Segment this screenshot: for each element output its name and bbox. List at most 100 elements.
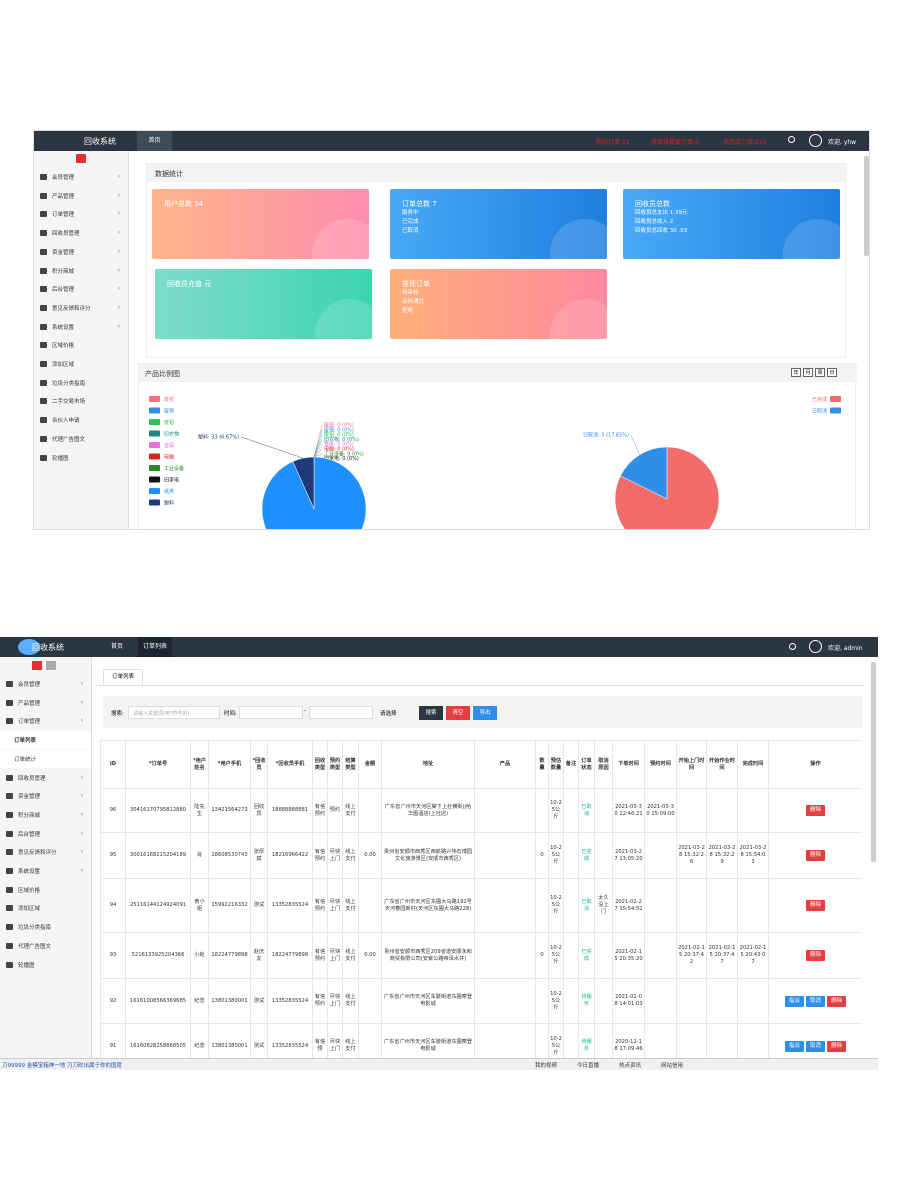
menu-item[interactable]: 积分商城 ›	[34, 262, 128, 280]
menu-item[interactable]: 区域价格	[0, 881, 91, 899]
action-button[interactable]: 删除	[827, 1040, 847, 1052]
period-button[interactable]: 年	[791, 368, 801, 377]
table-cell	[358, 1023, 382, 1058]
card-line: 回收员总收入 2	[635, 219, 674, 225]
menu-icon	[6, 905, 13, 912]
menu-item[interactable]: 轮播图	[0, 956, 91, 974]
table-cell	[563, 788, 579, 833]
status-link[interactable]: 热点资讯	[619, 1063, 642, 1069]
table-cell	[358, 878, 382, 933]
nav-item[interactable]: 首页	[137, 131, 172, 151]
table-cell	[563, 978, 579, 1024]
search-button[interactable]: 清空	[446, 706, 470, 720]
menu-item[interactable]: 添加区域	[0, 899, 91, 917]
period-button[interactable]: 月	[803, 368, 813, 377]
menu-label: 轮播图	[18, 962, 35, 969]
legend-label: 旧衣物	[164, 431, 179, 438]
submenu-item[interactable]: 订单统计	[0, 749, 91, 768]
submenu-item[interactable]: 订单列表	[0, 731, 91, 750]
welcome[interactable]: 欢迎, yhw	[828, 139, 857, 146]
menu-item[interactable]: 订单管理 ›	[0, 712, 91, 730]
menu-item[interactable]: 意见反馈和评分 ›	[0, 843, 91, 861]
welcome[interactable]: 欢迎, admin	[828, 645, 863, 652]
menu-item[interactable]: 轮播图	[34, 449, 128, 467]
action-button[interactable]: 取消	[805, 1040, 825, 1052]
header-cell: 回收类型	[312, 740, 328, 789]
menu-item[interactable]: 区域价格	[34, 336, 128, 354]
menu-item[interactable]: 代理广告图文	[34, 430, 128, 448]
keyword-input[interactable]: 请输入关键词(用*符号的)	[128, 706, 220, 719]
action-button[interactable]: 取消	[805, 995, 825, 1007]
stat-card: 提现订单 待审核 审核通过 拒绝	[390, 269, 607, 339]
legend-label: 塑料	[164, 500, 174, 507]
menu-item[interactable]: 后台管理 ›	[0, 825, 91, 843]
action-button[interactable]: 删除	[805, 805, 825, 816]
action-button[interactable]: 指派	[784, 1040, 804, 1052]
table-cell: 测试	[250, 978, 268, 1024]
card-line: 已取消	[402, 228, 419, 234]
menu-item[interactable]: 回收员管理 ›	[34, 224, 128, 242]
status-link[interactable]: 网站信用	[661, 1063, 684, 1069]
search-button[interactable]: 搜索	[419, 706, 443, 720]
table-cell: 测试	[250, 878, 268, 933]
period-button[interactable]: 周	[815, 368, 825, 377]
refresh-icon	[789, 643, 796, 650]
tab[interactable]: 订单列表	[103, 669, 143, 685]
action-cell: 删除	[768, 832, 862, 879]
action-button[interactable]: 删除	[805, 950, 825, 961]
nav-item[interactable]: 首页	[110, 643, 123, 650]
table-cell: 已完成	[578, 832, 595, 879]
menu-item[interactable]: 垃圾分类指南	[0, 918, 91, 936]
menu-item[interactable]: 二手交易市场	[34, 392, 128, 410]
menu-item[interactable]: 资金管理 ›	[34, 243, 128, 261]
menu-label: 添加区域	[18, 906, 41, 913]
menu-item[interactable]: 系统设置 ›	[0, 862, 91, 880]
menu-item[interactable]: 代理广告图文	[0, 937, 91, 955]
menu-item[interactable]: 积分商城 ›	[0, 806, 91, 824]
delete-button[interactable]	[76, 154, 86, 163]
menu-item[interactable]: 意见反馈和评分 ›	[34, 299, 128, 317]
chart-panel: 产品比例图年月周日废纸: 0 (0%) 废铜: 0 (0%) 废铝: 0 (0%) 旧…	[138, 363, 857, 529]
leader-line	[313, 444, 323, 458]
time-start[interactable]	[239, 706, 303, 719]
menu-item[interactable]: 合伙人申请	[34, 411, 128, 429]
menu-item[interactable]: 回收员管理 ›	[0, 769, 91, 787]
search-button[interactable]: 导出	[473, 706, 497, 720]
menu-item[interactable]: 添加区域	[34, 355, 128, 373]
header-cell: 取消原因	[594, 740, 613, 789]
table-cell: 广东省广州市天河区棠下上社横街||哈华图酒店(上社店)	[381, 788, 475, 833]
menu-item[interactable]: 产品管理 ›	[34, 187, 128, 205]
action-button[interactable]: 删除	[805, 900, 825, 911]
table-cell	[594, 1023, 613, 1058]
status-link[interactable]: 今日直播	[577, 1063, 600, 1069]
time-end[interactable]	[309, 706, 373, 719]
menu-item[interactable]: 产品管理 ›	[0, 694, 91, 712]
action-button[interactable]: 删除	[805, 850, 825, 861]
status-link[interactable]: 我的视频	[535, 1063, 558, 1069]
legend-swatch	[830, 407, 841, 414]
menu-item[interactable]: 会员管理 ›	[0, 675, 91, 693]
period-button[interactable]: 日	[827, 368, 837, 377]
alert[interactable]: 未完成订单:216	[723, 139, 767, 146]
alert[interactable]: 待审核提现订单:0	[651, 139, 699, 146]
table-cell: 线上支付	[342, 1023, 359, 1058]
table-cell	[706, 878, 738, 933]
action-button[interactable]: 指派	[784, 995, 804, 1007]
nav-item[interactable]: 订单列表	[138, 637, 172, 657]
action-button[interactable]: 删除	[827, 995, 847, 1007]
menu-item[interactable]: 会员管理 ›	[34, 168, 128, 186]
menu-item[interactable]: 资金管理 ›	[0, 787, 91, 805]
card-title: 回收员总数	[635, 200, 670, 208]
table-cell: 太久没上门	[594, 878, 613, 933]
menu-item[interactable]: 垃圾分类指南	[34, 374, 128, 392]
menu-item[interactable]: 系统设置 ›	[34, 318, 128, 336]
table-cell: 0	[535, 832, 549, 879]
alert[interactable]: 新的订单:11	[596, 139, 630, 146]
menu-item[interactable]: 订单管理 ›	[34, 205, 128, 223]
table-cell	[676, 878, 707, 933]
select[interactable]: 请选择	[380, 711, 397, 717]
header-cell: *用户手机	[208, 740, 251, 789]
menu-arrow: ›	[80, 792, 83, 800]
menu-item[interactable]: 后台管理 ›	[34, 280, 128, 298]
table-cell	[563, 832, 579, 879]
